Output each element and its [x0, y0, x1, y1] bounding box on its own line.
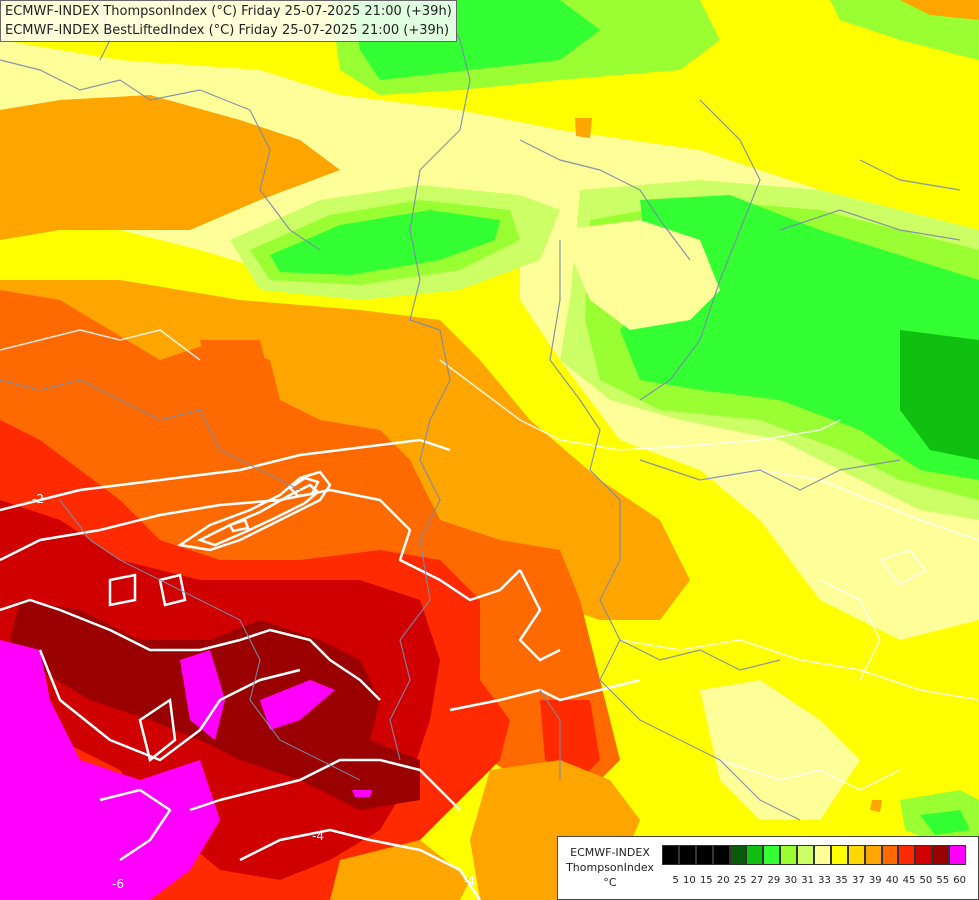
- green-central-3: [270, 210, 500, 275]
- orange-fleck: [870, 800, 882, 812]
- legend-tick: 33: [818, 875, 831, 886]
- contour-label: -6: [112, 877, 124, 891]
- legend-tick: 40: [885, 875, 899, 886]
- magenta-west-2: [180, 650, 225, 740]
- legend-swatch: [881, 845, 899, 865]
- contour-labels: -2 -4 -4 -6: [32, 492, 475, 891]
- legend-tick: 35: [835, 875, 848, 886]
- legend-swatch: [662, 845, 679, 865]
- magenta-west: [0, 640, 220, 900]
- legend-swatch: [847, 845, 865, 865]
- legend-swatch: [898, 845, 916, 865]
- legend-swatch: [932, 845, 950, 865]
- legend-tick: 20: [716, 875, 730, 886]
- legend-tick: 29: [767, 875, 781, 886]
- legend-swatch: [746, 845, 764, 865]
- map-title: ECMWF-INDEX ThompsonIndex (°C) Friday 25…: [0, 0, 457, 42]
- legend-swatch: [678, 845, 696, 865]
- legend-tick: 60: [953, 875, 967, 886]
- legend-swatch: [729, 845, 747, 865]
- legend-swatch: [695, 845, 713, 865]
- legend-unit: °C: [603, 876, 617, 889]
- legend-swatch: [797, 845, 815, 865]
- title-line-thompson: ECMWF-INDEX ThompsonIndex (°C) Friday 25…: [5, 4, 452, 19]
- legend-swatch: [763, 845, 781, 865]
- legend-model: ECMWF-INDEX: [570, 846, 650, 859]
- contour-label: -2: [32, 492, 44, 506]
- orange-corner: [900, 0, 979, 20]
- legend-tick: 15: [699, 875, 713, 886]
- legend-tick: 25: [733, 875, 747, 886]
- legend-swatch: [814, 845, 831, 865]
- legend-tick: 50: [919, 875, 933, 886]
- legend-swatches: [662, 845, 967, 865]
- magenta-mid: [260, 680, 335, 730]
- legend-tick: 5: [672, 875, 679, 886]
- legend-swatch: [949, 845, 967, 865]
- green-east-4: [900, 330, 979, 460]
- legend-tick: 10: [683, 875, 696, 886]
- legend-tick: 30: [784, 875, 798, 886]
- legend-swatch: [780, 845, 798, 865]
- li-contours: [0, 438, 641, 900]
- legend-tick: 27: [750, 875, 764, 886]
- contour-label: -4: [463, 874, 475, 888]
- legend-swatch: [864, 845, 882, 865]
- legend-tick: 55: [936, 875, 950, 886]
- lightyellow-se: [700, 680, 860, 820]
- legend-tick: 45: [902, 875, 916, 886]
- country-borders: [0, 0, 961, 821]
- legend-tick: 39: [868, 875, 882, 886]
- magenta-small: [352, 790, 372, 797]
- orange-south: [330, 840, 470, 900]
- title-line-bestlifted: ECMWF-INDEX BestLiftedIndex (°C) Friday …: [5, 23, 450, 38]
- legend-label: ECMWF-INDEX ThompsonIndex °C: [562, 845, 658, 890]
- legend-swatch: [712, 845, 730, 865]
- contour-label: -4: [312, 829, 324, 843]
- legend-swatch: [915, 845, 933, 865]
- legend-tick: 37: [851, 875, 865, 886]
- legend-tick: 31: [801, 875, 815, 886]
- orange-north: [0, 95, 340, 240]
- green-se-2: [920, 810, 970, 835]
- legend-ticks: 5 10 15 20 25 27 29 30 31 33 35 37 39 40 45 50 55 60: [662, 875, 967, 886]
- color-legend: ECMWF-INDEX ThompsonIndex °C 5 10 15 20 25 27…: [557, 836, 979, 900]
- orange-fleck-2: [575, 118, 592, 138]
- legend-swatch: [830, 845, 848, 865]
- legend-parameter: ThompsonIndex: [566, 861, 654, 874]
- orange-red-2: [200, 340, 270, 400]
- hot-spot-contours: [108, 470, 332, 763]
